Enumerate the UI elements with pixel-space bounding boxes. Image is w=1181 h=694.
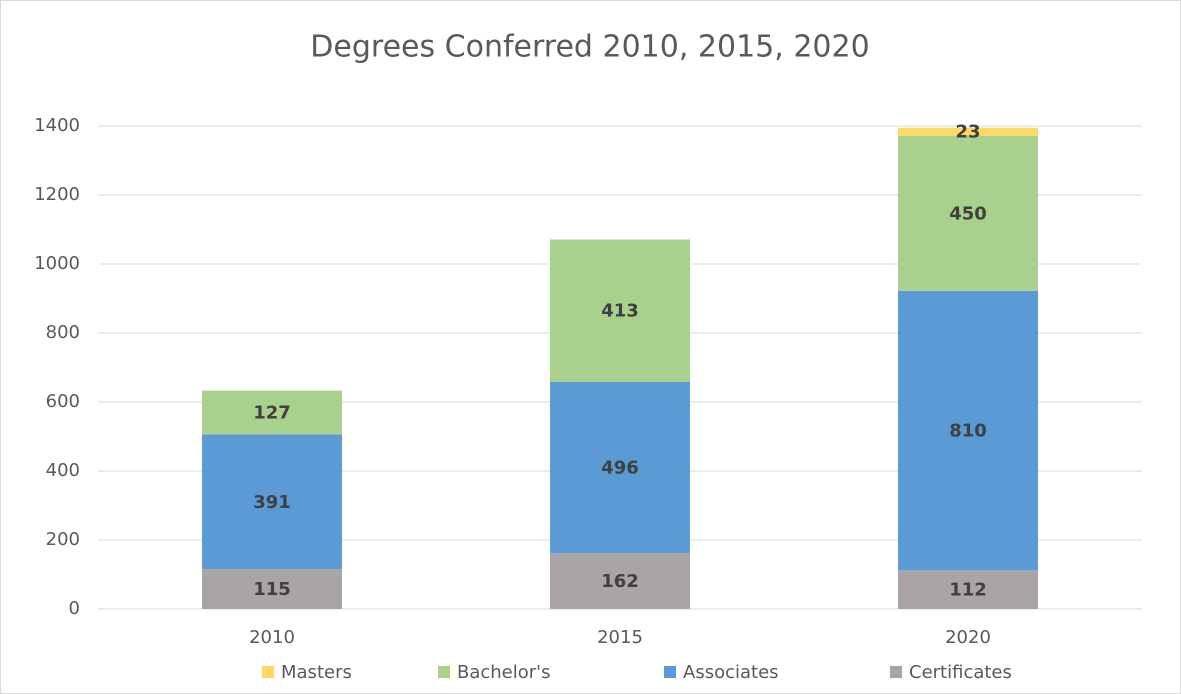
data-label: 496	[601, 458, 639, 479]
y-tick-label: 800	[46, 322, 80, 343]
x-tick-label: 2015	[597, 627, 643, 648]
data-label: 127	[253, 403, 291, 424]
bar-segment	[898, 127, 1038, 136]
bar-segment	[550, 553, 690, 609]
y-tick-label: 1400	[34, 115, 80, 136]
data-label: 810	[949, 421, 987, 442]
y-tick-label: 1200	[34, 184, 80, 205]
y-tick-label: 1000	[34, 253, 80, 274]
data-label: 162	[601, 571, 639, 592]
bar-segment	[202, 434, 342, 570]
bar-segment	[202, 390, 342, 435]
bar-segment	[550, 381, 690, 554]
x-tick-label: 2020	[945, 627, 991, 648]
bar-segment	[898, 135, 1038, 291]
legend-swatch	[664, 666, 676, 678]
legend-label: Certificates	[909, 662, 1012, 683]
data-label: 450	[949, 203, 987, 224]
legend-swatch	[262, 666, 274, 678]
y-tick-label: 600	[46, 391, 80, 412]
legend-label: Associates	[683, 662, 779, 683]
data-label: 391	[253, 492, 291, 513]
legend-swatch	[438, 666, 450, 678]
legend-label: Bachelor's	[457, 662, 551, 683]
y-tick-label: 200	[46, 529, 80, 550]
data-label: 115	[253, 579, 291, 600]
bar-segment	[898, 290, 1038, 571]
y-tick-label: 0	[69, 598, 80, 619]
chart-title: Degrees Conferred 2010, 2015, 2020	[310, 30, 869, 65]
y-tick-label: 400	[46, 460, 80, 481]
data-label: 112	[949, 580, 987, 601]
legend-swatch	[890, 666, 902, 678]
data-label: 413	[601, 301, 639, 322]
bar-segment	[550, 239, 690, 382]
bar-segment	[202, 569, 342, 609]
legend-label: Masters	[281, 662, 352, 683]
data-label: 23	[955, 122, 980, 143]
x-tick-label: 2010	[249, 627, 295, 648]
bar-segment	[898, 570, 1038, 609]
